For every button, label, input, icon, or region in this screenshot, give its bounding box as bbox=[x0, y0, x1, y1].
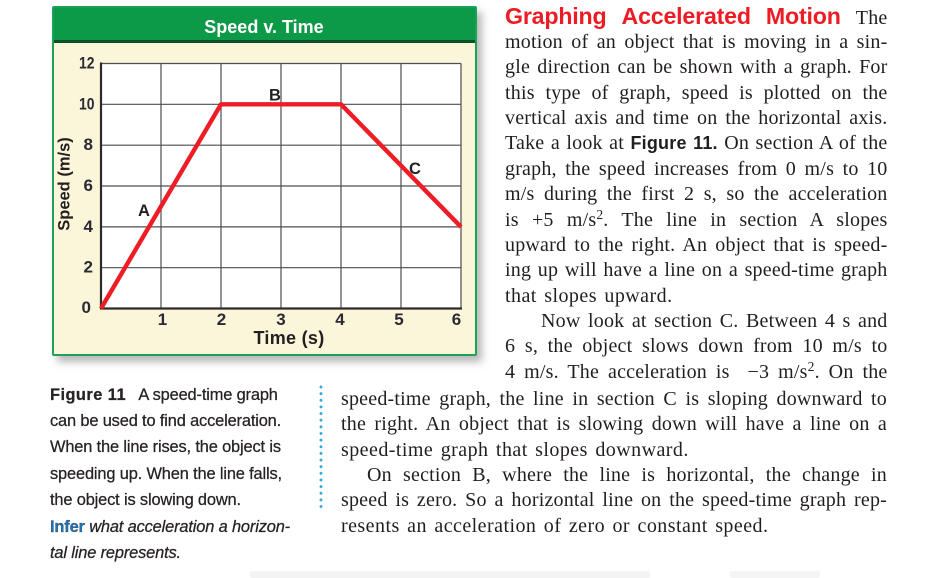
svg-text:Speed v. Time: Speed v. Time bbox=[204, 17, 323, 37]
svg-text:Speed (m/s): Speed (m/s) bbox=[56, 137, 74, 231]
svg-text:6: 6 bbox=[452, 310, 461, 329]
svg-text:A: A bbox=[138, 202, 150, 220]
svg-text:Time (s): Time (s) bbox=[253, 328, 324, 348]
svg-text:C: C bbox=[409, 160, 421, 178]
svg-text:8: 8 bbox=[84, 135, 93, 154]
svg-text:0: 0 bbox=[82, 298, 91, 317]
svg-text:2: 2 bbox=[84, 258, 93, 277]
svg-text:4: 4 bbox=[84, 217, 94, 236]
svg-text:B: B bbox=[269, 87, 281, 105]
svg-text:4: 4 bbox=[335, 310, 345, 329]
svg-text:3: 3 bbox=[276, 310, 285, 329]
svg-text:12: 12 bbox=[79, 54, 95, 73]
svg-text:5: 5 bbox=[394, 310, 403, 329]
svg-text:2: 2 bbox=[217, 310, 226, 329]
svg-text:1: 1 bbox=[158, 310, 167, 329]
svg-text:6: 6 bbox=[84, 176, 93, 195]
svg-text:10: 10 bbox=[79, 94, 95, 113]
